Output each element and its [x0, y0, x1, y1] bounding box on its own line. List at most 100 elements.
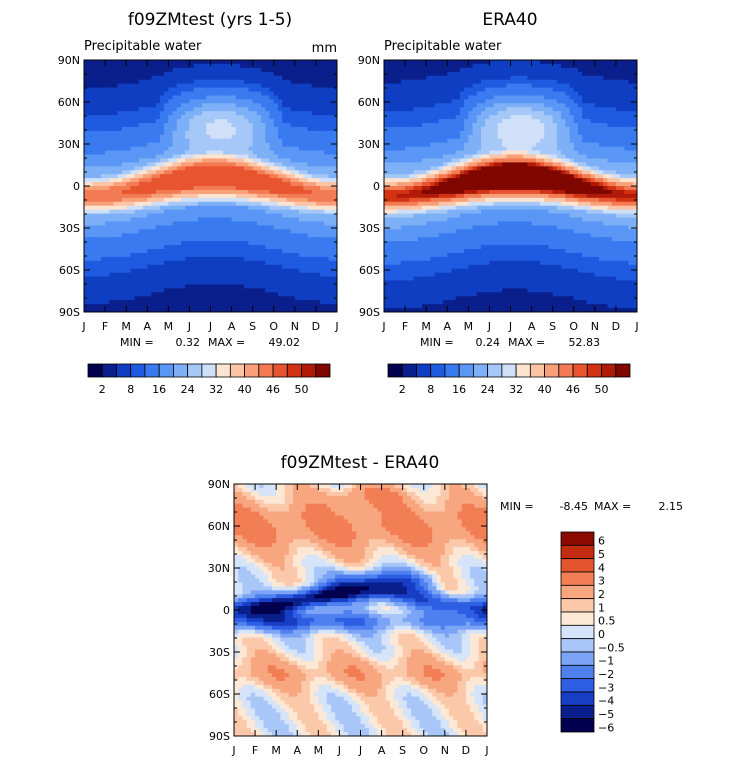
field-cell — [235, 71, 241, 77]
field-cell — [294, 60, 300, 65]
field-cell — [303, 111, 309, 116]
field-cell — [138, 186, 144, 191]
field-cell — [105, 193, 110, 199]
field-cell — [193, 75, 199, 81]
field-cell — [269, 300, 275, 305]
field-cell — [421, 71, 427, 77]
field-cell — [126, 178, 131, 183]
field-cell — [172, 256, 178, 262]
field-cell — [273, 99, 279, 104]
field-cell — [244, 284, 250, 289]
field-cell — [96, 308, 102, 312]
field-cell — [164, 304, 169, 309]
field-cell — [421, 134, 427, 140]
field-cell — [315, 123, 321, 128]
field-cell — [244, 249, 250, 254]
field-cell — [430, 115, 436, 120]
field-cell — [126, 174, 131, 179]
field-cell — [315, 142, 321, 148]
field-cell — [417, 99, 423, 104]
field-cell — [265, 296, 271, 301]
field-cell — [392, 166, 398, 171]
field-cell — [223, 123, 228, 128]
field-cell — [426, 115, 431, 120]
field-cell — [294, 252, 300, 258]
field-cell — [324, 115, 330, 120]
field-cell — [282, 138, 287, 144]
field-cell — [388, 95, 394, 100]
field-cell — [324, 197, 330, 203]
field-cell — [294, 71, 300, 77]
field-cell — [311, 268, 317, 274]
field-cell — [172, 63, 178, 69]
field-cell — [417, 119, 423, 124]
field-cell — [100, 288, 106, 293]
field-cell — [105, 229, 110, 234]
field-cell — [286, 71, 292, 77]
field-cell — [231, 292, 237, 297]
field-cell — [388, 123, 394, 128]
field-cell — [176, 296, 182, 301]
field-cell — [332, 205, 337, 211]
field-cell — [180, 91, 186, 97]
field-cell — [384, 138, 389, 144]
field-cell — [248, 126, 254, 132]
field-cell — [265, 154, 271, 160]
field-cell — [324, 264, 330, 270]
field-cell — [235, 130, 241, 136]
field-cell — [147, 225, 153, 230]
field-cell — [315, 233, 321, 238]
field-cell — [396, 126, 402, 132]
field-cell — [134, 284, 140, 289]
field-cell — [143, 288, 148, 293]
field-cell — [421, 166, 427, 171]
field-cell — [172, 75, 178, 81]
field-cell — [294, 197, 300, 203]
field-cell — [303, 60, 309, 65]
field-cell — [324, 233, 330, 238]
field-cell — [248, 252, 254, 258]
field-cell — [430, 256, 436, 262]
field-cell — [332, 249, 337, 254]
field-cell — [100, 79, 106, 85]
field-cell — [290, 292, 296, 297]
field-cell — [197, 83, 203, 89]
field-cell — [277, 123, 283, 128]
field-cell — [180, 60, 186, 65]
field-cell — [299, 292, 304, 297]
field-cell — [328, 205, 334, 211]
field-cell — [252, 150, 258, 156]
field-cell — [303, 201, 309, 207]
field-cell — [214, 189, 220, 195]
field-cell — [328, 300, 334, 305]
field-cell — [109, 300, 115, 305]
field-cell — [105, 205, 110, 211]
field-cell — [256, 87, 262, 93]
field-cell — [307, 260, 313, 266]
field-cell — [400, 162, 406, 167]
field-cell — [105, 107, 110, 112]
field-cell — [409, 241, 415, 246]
field-cell — [126, 138, 131, 144]
field-cell — [256, 79, 262, 85]
field-cell — [324, 280, 330, 286]
field-cell — [164, 241, 169, 246]
field-cell — [328, 123, 334, 128]
field-cell — [332, 115, 337, 120]
field-cell — [214, 276, 220, 282]
field-cell — [197, 182, 203, 187]
field-cell — [113, 249, 119, 254]
field-cell — [447, 197, 453, 203]
field-cell — [392, 83, 398, 89]
field-cell — [421, 170, 427, 175]
field-cell — [388, 197, 394, 203]
field-cell — [117, 201, 123, 207]
field-cell — [164, 138, 169, 144]
field-cell — [180, 123, 186, 128]
field-cell — [240, 225, 245, 230]
field-cell — [315, 186, 321, 191]
field-cell — [388, 174, 394, 179]
field-cell — [227, 91, 233, 97]
field-cell — [396, 119, 402, 124]
field-cell — [426, 260, 431, 266]
